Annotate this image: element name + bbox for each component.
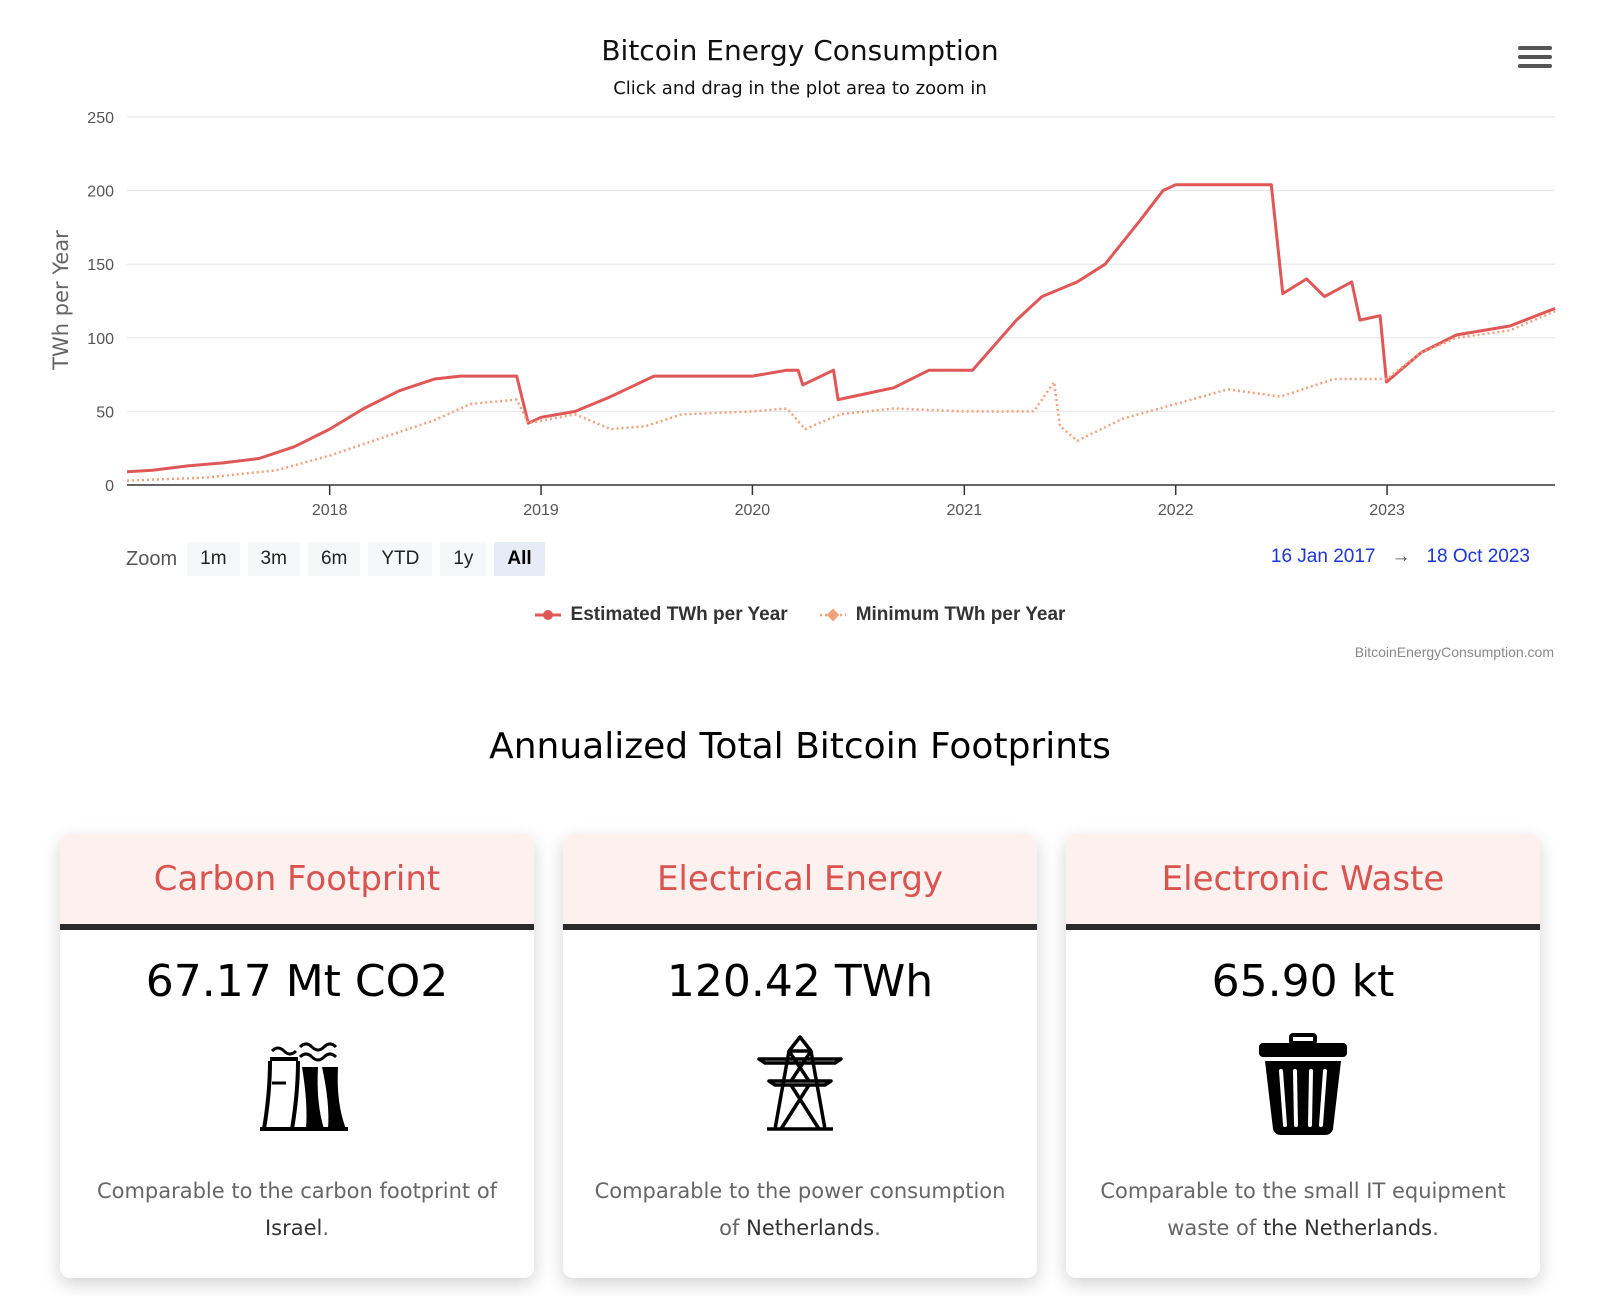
card-value: 120.42 TWh [666, 956, 934, 1007]
card-highlight: Israel [264, 1216, 323, 1240]
legend-label-estimated: Estimated TWh per Year [570, 604, 788, 625]
axes: 0 50 100 150 200 250 2018 2019 2020 2021 2022 2023 [87, 110, 1555, 519]
x-tick-label: 2020 [735, 502, 771, 519]
card-value: 65.90 kt [1211, 956, 1395, 1007]
card-text-before: Comparable to the carbon footprint of [96, 1179, 498, 1203]
card-description: Comparable to the power consumption of N… [563, 1173, 1037, 1247]
card-highlight: the Netherlands [1262, 1216, 1433, 1240]
y-tick-label: 0 [105, 478, 114, 495]
from-date-input[interactable]: 16 Jan 2017 [1270, 546, 1376, 567]
card-text-after: . [874, 1216, 881, 1240]
y-tick-label: 250 [87, 110, 114, 127]
series-layer [126, 183, 1556, 482]
zoom-label: Zoom [126, 547, 178, 570]
chart[interactable]: Bitcoin Energy Consumption Click and dra… [0, 0, 1600, 520]
card-value: 67.17 Mt CO2 [145, 956, 449, 1007]
hamburger-menu-icon[interactable] [1518, 46, 1552, 76]
zoom-all-button[interactable]: All [494, 542, 545, 576]
y-tick-label: 150 [87, 257, 114, 274]
grid [127, 116, 1555, 412]
power-plant-icon [60, 1033, 534, 1135]
legend-item-estimated[interactable]: Estimated TWh per Year [534, 604, 788, 626]
zoom-6m-button[interactable]: 6m [307, 542, 361, 576]
to-date-input[interactable]: 18 Oct 2023 [1426, 546, 1530, 567]
y-tick-label: 200 [87, 184, 114, 201]
x-tick-label: 2023 [1369, 502, 1405, 519]
card-description: Comparable to the small IT equipment was… [1066, 1173, 1540, 1247]
section-title: Annualized Total Bitcoin Footprints [489, 726, 1111, 767]
zoom-3m-button[interactable]: 3m [247, 542, 300, 576]
power-tower-icon [563, 1033, 1037, 1135]
x-tick-label: 2019 [523, 502, 559, 519]
legend-item-minimum[interactable]: Minimum TWh per Year [819, 604, 1066, 626]
x-tick-label: 2022 [1158, 502, 1194, 519]
legend: Estimated TWh per Year Minimum TWh per Y… [0, 604, 1600, 626]
series-line-estimated [126, 183, 1556, 474]
date-range: 16 Jan 2017 → 18 Oct 2023 [1271, 546, 1530, 568]
card-title: Carbon Footprint [60, 834, 534, 930]
card-description: Comparable to the carbon footprint of Is… [60, 1173, 534, 1247]
y-axis-label: TWh per Year [49, 230, 73, 371]
credits-link[interactable]: BitcoinEnergyConsumption.com [1354, 644, 1554, 660]
card-title: Electrical Energy [563, 834, 1037, 930]
card-text-after: . [322, 1216, 330, 1240]
chart-subtitle: Click and drag in the plot area to zoom … [613, 78, 987, 99]
x-tick-label: 2021 [947, 502, 983, 519]
zoom-1m-button[interactable]: 1m [187, 542, 240, 576]
x-tick-label: 2018 [312, 502, 348, 519]
card-electronic-waste: Electronic Waste 65.90 kt Comparable to … [1066, 834, 1540, 1278]
card-carbon-footprint: Carbon Footprint 67.17 Mt CO2 Comparable… [60, 834, 534, 1278]
legend-minimum-marker-icon [819, 608, 846, 622]
zoom-1y-button[interactable]: 1y [440, 542, 487, 576]
y-tick-label: 50 [96, 404, 114, 421]
card-text-before: Comparable to the small IT equipment was… [1100, 1179, 1506, 1240]
card-text-before: Comparable to the power consumption of [594, 1179, 1006, 1240]
arrow-right-icon: → [1391, 546, 1411, 567]
card-electrical-energy: Electrical Energy 120.42 TWh Comparable … [563, 834, 1037, 1278]
chart-title: Bitcoin Energy Consumption [601, 34, 998, 67]
card-title: Electronic Waste [1066, 834, 1540, 930]
legend-estimated-marker-icon [534, 610, 561, 620]
trash-bin-icon [1066, 1033, 1540, 1135]
legend-label-minimum: Minimum TWh per Year [855, 604, 1066, 625]
range-selector: Zoom 1m 3m 6m YTD 1y All [126, 542, 545, 576]
zoom-ytd-button[interactable]: YTD [368, 542, 433, 576]
card-text-after: . [1432, 1216, 1439, 1240]
card-highlight: Netherlands [746, 1216, 875, 1240]
y-tick-label: 100 [87, 331, 114, 348]
series-line-minimum [126, 310, 1556, 482]
